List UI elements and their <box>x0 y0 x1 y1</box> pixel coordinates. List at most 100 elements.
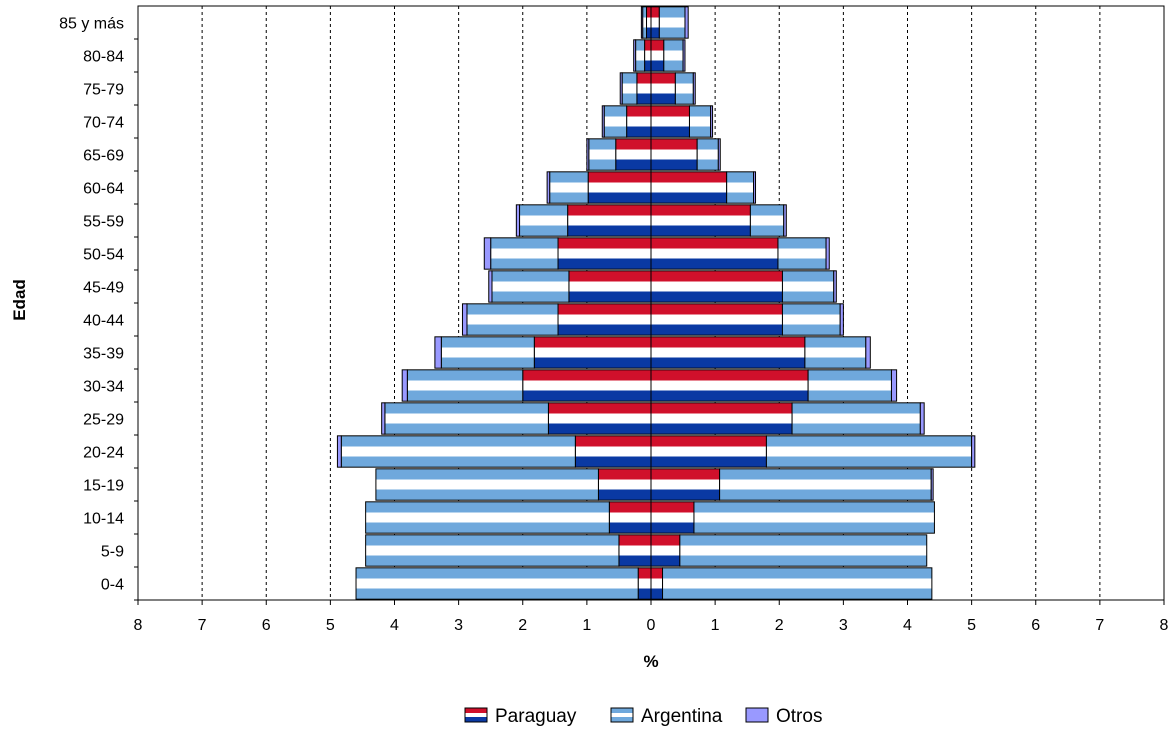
bar-otros-left <box>336 435 342 468</box>
y-tick-label: 40-44 <box>83 313 124 330</box>
bar-paraguay-left <box>644 39 652 72</box>
bar-argentina-left <box>490 237 559 270</box>
x-tick-label: 2 <box>518 617 527 634</box>
bar-paraguay-right <box>650 567 664 600</box>
y-tick-label: 5-9 <box>101 544 124 561</box>
bar-argentina-right <box>663 39 684 72</box>
bar-paraguay-left <box>557 303 652 336</box>
bar-otros-right <box>692 72 696 105</box>
bar-otros-left <box>461 303 468 336</box>
bar-otros-left <box>515 204 521 237</box>
bar-otros-left <box>434 336 442 369</box>
x-tick-label: 0 <box>647 617 656 634</box>
bar-paraguay-left <box>568 270 652 303</box>
bar-paraguay-left <box>618 534 652 567</box>
bar-paraguay-right <box>650 39 665 72</box>
y-tick-label: 75-79 <box>83 82 124 99</box>
y-tick-label: 35-39 <box>83 346 124 363</box>
x-tick-label: 1 <box>582 617 591 634</box>
y-axis-title: Edad <box>10 279 29 321</box>
bar-argentina-right <box>765 435 973 468</box>
x-tick-label: 5 <box>967 617 976 634</box>
bar-otros-left <box>488 270 493 303</box>
x-tick-label: 3 <box>454 617 463 634</box>
bar-argentina-left <box>440 336 535 369</box>
bar-argentina-right <box>781 270 835 303</box>
x-tick-label: 7 <box>198 617 207 634</box>
bar-paraguay-right <box>650 435 767 468</box>
bar-argentina-left <box>340 435 576 468</box>
x-tick-label: 4 <box>390 617 399 634</box>
x-tick-label: 6 <box>262 617 271 634</box>
bar-argentina-left <box>549 171 589 204</box>
legend-swatch-argentina <box>610 707 634 723</box>
bar-argentina-right <box>749 204 785 237</box>
y-tick-label: 85 y más <box>59 16 124 33</box>
bar-argentina-right <box>807 369 892 402</box>
bar-paraguay-right <box>650 6 660 39</box>
x-tick-label: 7 <box>1095 617 1104 634</box>
bars-group <box>336 6 976 600</box>
bar-otros-right <box>919 402 925 435</box>
bar-argentina-left <box>491 270 570 303</box>
bar-paraguay-left <box>615 138 652 171</box>
bar-paraguay-right <box>650 270 783 303</box>
bar-otros-right <box>839 303 844 336</box>
bar-argentina-right <box>662 567 933 600</box>
legend-label-paraguay: Paraguay <box>495 706 577 727</box>
bar-otros-right <box>930 468 934 501</box>
y-tick-label: 0-4 <box>101 577 124 594</box>
y-tick-label: 20-24 <box>83 445 124 462</box>
bar-paraguay-right <box>650 72 676 105</box>
bar-paraguay-left <box>636 72 652 105</box>
bar-paraguay-right <box>650 237 779 270</box>
bar-argentina-right <box>791 402 921 435</box>
bar-paraguay-right <box>650 402 793 435</box>
bar-otros-left <box>601 105 605 138</box>
bar-otros-right <box>684 6 689 39</box>
bar-argentina-left <box>375 468 599 501</box>
bar-argentina-right <box>658 6 686 39</box>
y-tick-label: 80-84 <box>83 49 124 66</box>
bar-argentina-left <box>519 204 569 237</box>
bar-otros-right <box>825 237 830 270</box>
bar-otros-left <box>483 237 492 270</box>
y-tick-label: 15-19 <box>83 478 124 495</box>
bar-paraguay-left <box>637 567 652 600</box>
y-tick-label: 25-29 <box>83 412 124 429</box>
x-tick-label: 4 <box>903 617 912 634</box>
bar-paraguay-right <box>650 369 809 402</box>
x-tick-label: 1 <box>711 617 720 634</box>
x-tick-label: 2 <box>775 617 784 634</box>
legend-label-argentina: Argentina <box>641 706 723 727</box>
bar-argentina-right <box>679 534 928 567</box>
bar-argentina-right <box>688 105 712 138</box>
x-tick-label: 5 <box>326 617 335 634</box>
bar-paraguay-right <box>650 171 728 204</box>
bar-otros-right <box>833 270 837 303</box>
bar-paraguay-left <box>557 237 652 270</box>
bar-argentina-right <box>777 237 827 270</box>
legend: Paraguay Argentina Otros <box>464 706 822 727</box>
bar-otros-right <box>753 171 757 204</box>
y-tick-label: 10-14 <box>83 511 124 528</box>
bar-argentina-right <box>696 138 719 171</box>
bar-paraguay-right <box>650 105 690 138</box>
bar-paraguay-right <box>650 336 806 369</box>
x-tick-label: 8 <box>1160 617 1169 634</box>
bar-argentina-left <box>406 369 524 402</box>
x-tick-label: 6 <box>1031 617 1040 634</box>
bar-paraguay-right <box>650 204 751 237</box>
bar-otros-right <box>717 138 721 171</box>
bar-argentina-right <box>719 468 932 501</box>
x-axis-title: % <box>643 652 658 671</box>
bar-otros-right <box>865 336 871 369</box>
x-tick-label: 8 <box>134 617 143 634</box>
bar-paraguay-left <box>567 204 652 237</box>
bar-paraguay-left <box>626 105 652 138</box>
bar-argentina-left <box>365 534 620 567</box>
bar-argentina-right <box>674 72 694 105</box>
bar-otros-right <box>710 105 714 138</box>
bar-paraguay-left <box>597 468 652 501</box>
